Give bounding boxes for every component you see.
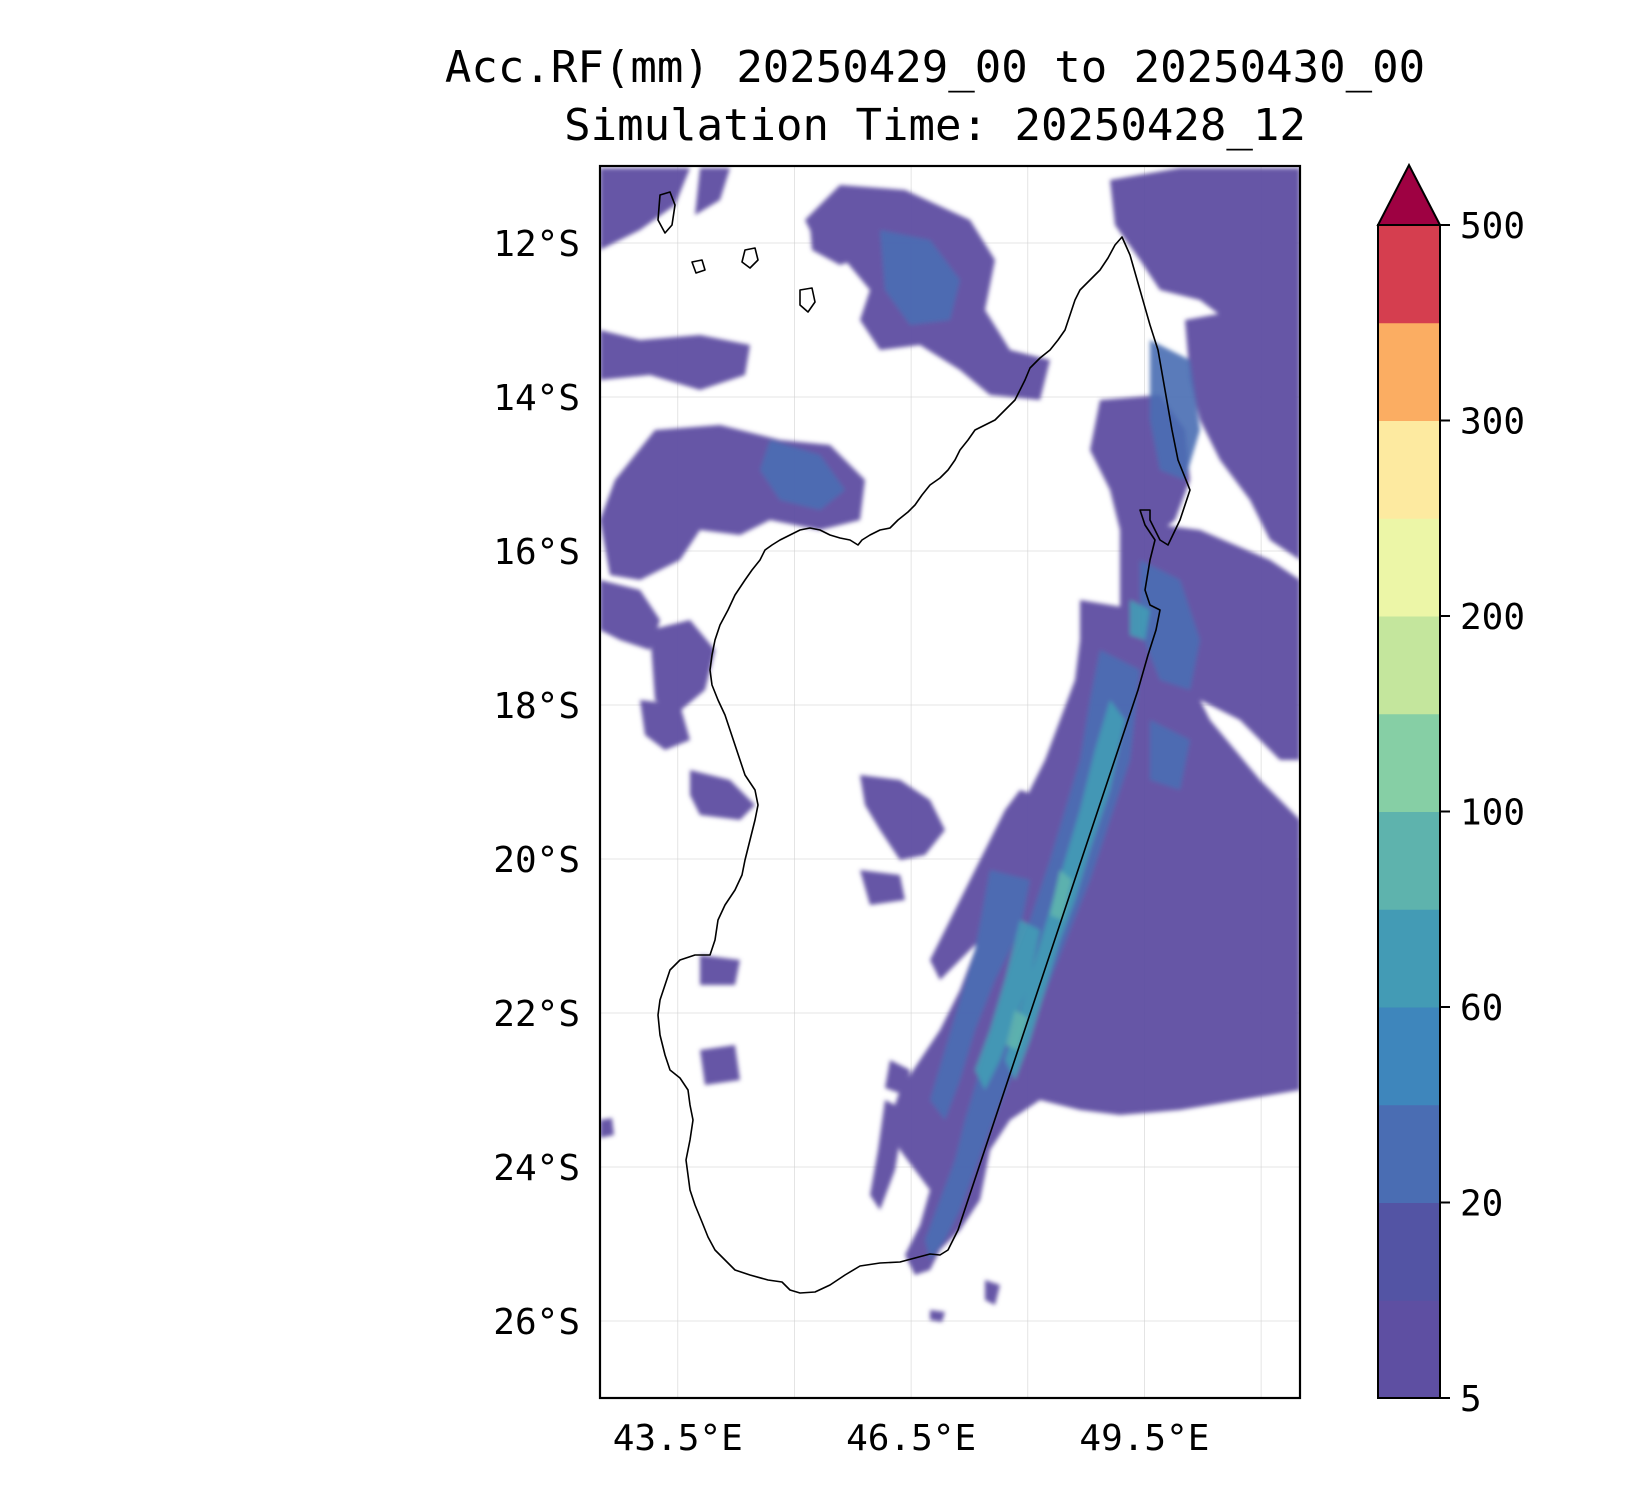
lat-tick-label: 14°S (493, 378, 580, 419)
colorbar-segment (1378, 616, 1440, 715)
rainfall-field (600, 168, 1300, 1322)
colorbar-tick-label: 5 (1460, 1379, 1482, 1420)
lat-tick-label: 24°S (493, 1148, 580, 1189)
colorbar-segment (1378, 518, 1440, 617)
colorbar-segment (1378, 909, 1440, 1008)
colorbar-segment (1378, 322, 1440, 421)
mayotte-coastline (657, 191, 676, 234)
colorbar-segment (1378, 811, 1440, 910)
moheli-coastline (691, 259, 706, 274)
lon-tick-label: 49.5°E (1079, 1418, 1209, 1459)
colorbar-segment (1378, 1202, 1440, 1301)
colorbar-extend-triangle (1376, 162, 1442, 226)
colorbar-tick-label: 200 (1460, 597, 1525, 638)
rain-band-peak (1006, 870, 1072, 1050)
madagascar-coastline (657, 236, 1191, 1294)
rain-band-light (600, 168, 1300, 1322)
colorbar-segment (1378, 713, 1440, 812)
colorbar-tick-label: 100 (1460, 793, 1525, 834)
mayotte-island-coastline (799, 287, 816, 313)
longitude-tick-labels: 43.5°E 46.5°E 49.5°E (613, 1418, 1210, 1459)
colorbar-segment (1378, 1300, 1440, 1399)
coastlines (657, 191, 1191, 1294)
title-line-2: Simulation Time: 20250428_12 (564, 100, 1306, 151)
lat-tick-label: 12°S (493, 224, 580, 265)
title-line-1: Acc.RF(mm) 20250429_00 to 20250430_00 (445, 42, 1425, 93)
lon-tick-label: 43.5°E (613, 1418, 743, 1459)
map-panel: 12°S14°S16°S18°S20°S22°S24°S26°S 43.5°E 4… (493, 164, 1302, 1459)
anjouan-coastline (741, 247, 759, 269)
colorbar-segment (1378, 225, 1440, 324)
colorbar-tick-label: 300 (1460, 402, 1525, 443)
lat-tick-label: 26°S (493, 1302, 580, 1343)
lat-tick-label: 16°S (493, 532, 580, 573)
latitude-tick-labels: 12°S 14°S 16°S 18°S 20°S 22°S 24°S 26°S (493, 224, 580, 1343)
map-frame (598, 164, 1302, 1400)
lat-tick-label: 22°S (493, 994, 580, 1035)
colorbar: 5 20 60 100 200 300 500 (1376, 162, 1525, 1420)
lat-tick-label: 18°S (493, 686, 580, 727)
colorbar-segment (1378, 420, 1440, 519)
lon-tick-label: 46.5°E (846, 1418, 976, 1459)
colorbar-tick-label: 500 (1460, 206, 1525, 247)
colorbar-ticks: 5 20 60 100 200 300 500 (1440, 206, 1525, 1420)
colorbar-segment (1378, 1104, 1440, 1203)
colorbar-segments (1378, 225, 1440, 1399)
colorbar-tick-label: 20 (1460, 1184, 1503, 1225)
colorbar-segment (1378, 1007, 1440, 1106)
colorbar-tick-label: 60 (1460, 988, 1503, 1029)
lat-tick-label: 20°S (493, 840, 580, 881)
